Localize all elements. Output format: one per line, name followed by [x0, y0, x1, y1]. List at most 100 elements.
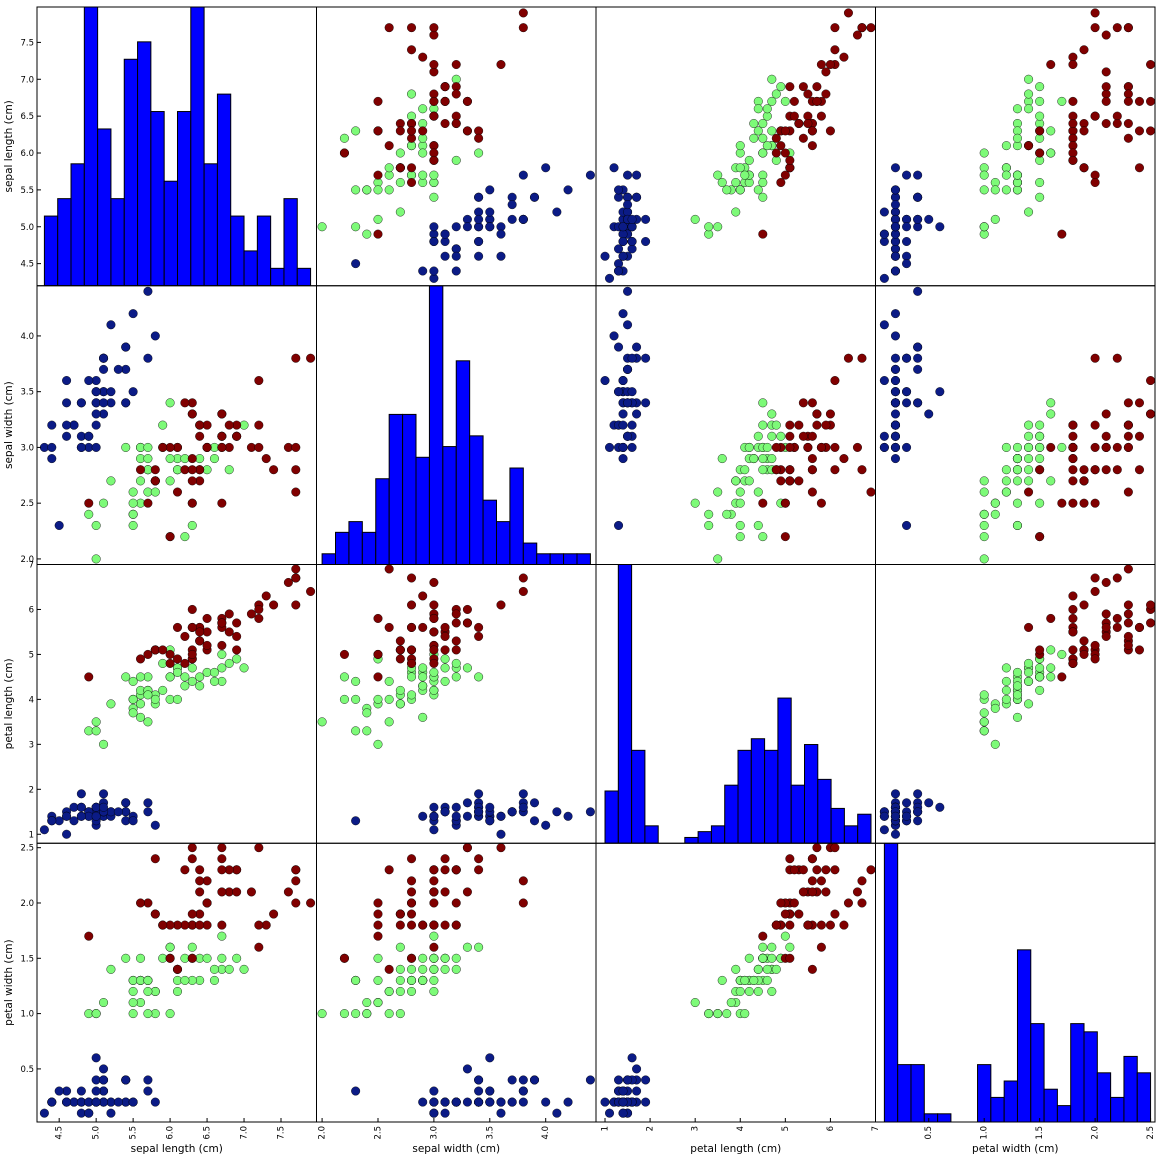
scatter-point	[530, 816, 540, 826]
y-axis-label: sepal length (cm)	[3, 100, 15, 192]
scatter-point	[407, 600, 417, 610]
scatter-point	[373, 672, 383, 682]
scatter-point	[384, 141, 394, 151]
scatter-point	[600, 1097, 610, 1107]
histogram-bar	[1123, 1055, 1138, 1122]
scatter-point	[609, 331, 619, 341]
histogram-bar	[604, 790, 619, 844]
scatter-point	[47, 1097, 57, 1107]
scatter-point	[429, 931, 439, 941]
scatter-point	[407, 986, 417, 996]
scatter-point	[339, 1009, 349, 1019]
histogram-bar	[442, 446, 457, 565]
scatter-point	[890, 266, 900, 276]
scatter-point	[418, 52, 428, 62]
scatter-point	[530, 798, 540, 808]
scatter-point	[735, 487, 745, 497]
scatter-point	[1068, 627, 1078, 637]
scatter-point	[128, 1097, 138, 1107]
scatter-point	[1035, 192, 1045, 202]
scatter-point	[106, 699, 116, 709]
scatter-point	[121, 1075, 131, 1085]
scatter-point	[1068, 658, 1078, 668]
y-tick-label: 6.5	[20, 112, 34, 122]
scatter-point	[362, 726, 372, 736]
scatter-point	[395, 645, 405, 655]
scatter-point	[339, 953, 349, 963]
scatter-point	[744, 155, 754, 165]
scatter-point	[1068, 119, 1078, 129]
scatter-point	[136, 465, 146, 475]
scatter-point	[217, 409, 227, 419]
scatter-point	[187, 476, 197, 486]
scatter-point	[1068, 454, 1078, 464]
scatter-point	[351, 1086, 361, 1096]
scatter-point	[474, 148, 484, 158]
panel-sepal-width-vs-petal-width	[875, 285, 1156, 565]
scatter-point	[496, 60, 506, 70]
scatter-point	[429, 1097, 439, 1107]
scatter-point	[704, 222, 714, 232]
scatter-point	[291, 898, 301, 908]
scatter-point	[780, 498, 790, 508]
scatter-point	[771, 420, 781, 430]
scatter-point	[62, 420, 72, 430]
histogram-bar	[790, 784, 805, 844]
scatter-point	[780, 170, 790, 180]
scatter-point	[1123, 618, 1133, 628]
scatter-point	[627, 214, 637, 224]
scatter-point	[690, 498, 700, 508]
scatter-point	[254, 376, 264, 386]
scatter-point	[618, 442, 628, 452]
scatter-point	[440, 1097, 450, 1107]
scatter-point	[605, 1108, 615, 1118]
histogram-bar	[684, 836, 699, 844]
scatter-point	[552, 807, 562, 817]
scatter-point	[1024, 454, 1034, 464]
scatter-point	[1090, 442, 1100, 452]
scatter-point	[429, 111, 439, 121]
scatter-point	[879, 442, 889, 452]
panel-petal-width-vs-sepal-length: 4.5 5.0 5.5 6.0 6.5 7.0 7.5 sepal length (cm) 0.…	[3, 842, 317, 1155]
scatter-point	[429, 876, 439, 886]
scatter-point	[202, 613, 212, 623]
scatter-point	[351, 694, 361, 704]
scatter-point	[187, 663, 197, 673]
histogram-bar	[230, 215, 245, 286]
scatter-point	[798, 398, 808, 408]
scatter-point	[1001, 476, 1011, 486]
scatter-point	[614, 387, 624, 397]
histogram-bar	[163, 180, 178, 286]
scatter-point	[816, 442, 826, 452]
x-tick-label: 7	[871, 1126, 881, 1131]
scatter-point	[1057, 96, 1067, 106]
scatter-point	[803, 920, 813, 930]
scatter-point	[690, 214, 700, 224]
scatter-point	[890, 420, 900, 430]
scatter-point	[767, 431, 777, 441]
scatter-point	[429, 192, 439, 202]
scatter-point	[890, 829, 900, 839]
scatter-point	[1134, 126, 1144, 136]
scatter-point	[807, 964, 817, 974]
scatter-point	[91, 726, 101, 736]
scatter-point	[830, 843, 840, 853]
scatter-point	[429, 802, 439, 812]
scatter-point	[605, 442, 615, 452]
scatter-point	[758, 420, 768, 430]
scatter-point	[407, 178, 417, 188]
scatter-point	[794, 476, 804, 486]
scatter-point	[224, 658, 234, 668]
scatter-point	[217, 854, 227, 864]
scatter-point	[1134, 163, 1144, 173]
scatter-point	[735, 163, 745, 173]
histogram-bar	[137, 41, 152, 286]
scatter-point	[541, 820, 551, 830]
scatter-point	[128, 498, 138, 508]
scatter-point	[143, 649, 153, 659]
scatter-point	[518, 170, 528, 180]
scatter-point	[91, 1053, 101, 1063]
scatter-point	[395, 942, 405, 952]
scatter-point	[451, 609, 461, 619]
scatter-point	[462, 843, 472, 853]
